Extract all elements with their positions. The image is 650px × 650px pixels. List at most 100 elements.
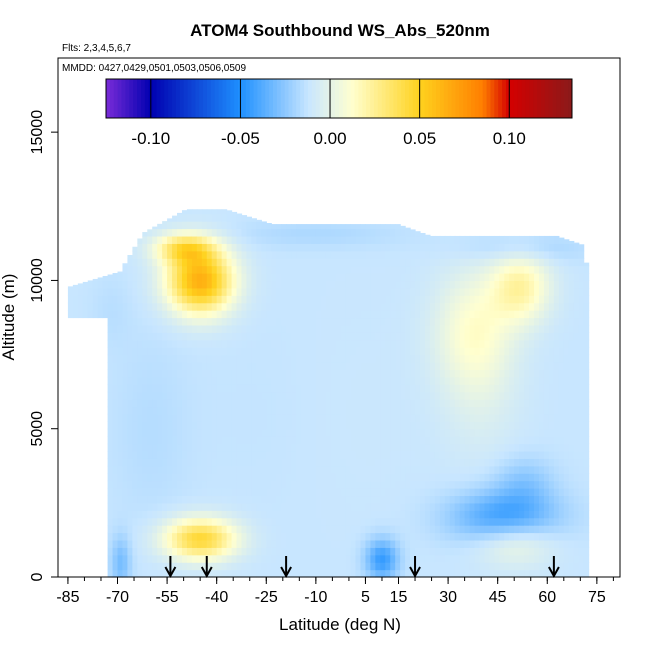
heatmap-cell <box>524 510 530 519</box>
heatmap-cell <box>375 421 381 430</box>
heatmap-cell <box>77 283 84 289</box>
heatmap-cell <box>330 310 337 319</box>
heatmap-cell <box>276 347 282 356</box>
heatmap-cell <box>469 295 476 304</box>
heatmap-cell <box>340 339 347 348</box>
heatmap-cell <box>251 562 257 571</box>
heatmap-cell <box>231 399 238 408</box>
heatmap-cell <box>568 384 575 393</box>
heatmap-cell <box>385 399 391 408</box>
heatmap-cell <box>415 532 421 541</box>
heatmap-cell <box>553 258 560 267</box>
heatmap-cell <box>534 273 540 282</box>
heatmap-cell <box>345 495 352 504</box>
heatmap-cell <box>320 376 327 385</box>
heatmap-cell <box>539 235 545 244</box>
heatmap-cell <box>231 539 238 548</box>
heatmap-cell <box>201 502 208 511</box>
heatmap-cell <box>181 332 188 341</box>
heatmap-cell <box>300 421 307 430</box>
heatmap-cell <box>172 428 178 437</box>
heatmap-cell <box>380 473 386 482</box>
heatmap-cell <box>251 488 257 497</box>
heatmap-cell <box>474 317 481 326</box>
heatmap-cell <box>464 539 471 548</box>
heatmap-cell <box>172 235 178 244</box>
heatmap-cell <box>484 413 491 422</box>
heatmap-cell <box>276 399 282 408</box>
heatmap-cell <box>474 532 481 541</box>
heatmap-cell <box>142 250 148 259</box>
heatmap-cell <box>315 228 322 237</box>
heatmap-cell <box>167 376 173 385</box>
heatmap-cell <box>152 436 158 445</box>
heatmap-cell <box>444 562 451 571</box>
profile-arrow-head <box>164 566 177 579</box>
heatmap-cell <box>419 525 426 534</box>
heatmap-cell <box>524 517 530 526</box>
heatmap-cell <box>529 547 535 556</box>
heatmap-cell <box>196 547 203 556</box>
heatmap-cell <box>479 495 486 504</box>
heatmap-cell <box>345 302 352 311</box>
heatmap-cell <box>573 406 580 415</box>
heatmap-cell <box>583 273 590 282</box>
heatmap-cell <box>494 421 500 430</box>
heatmap-cell <box>291 347 297 356</box>
heatmap-cell <box>444 421 451 430</box>
heatmap-cell <box>231 265 238 274</box>
heatmap-cell <box>216 258 223 267</box>
heatmap-cell <box>137 517 143 526</box>
heatmap-cell <box>563 450 570 459</box>
colorbar-swatch <box>537 79 542 118</box>
heatmap-cell <box>335 473 342 482</box>
heatmap-cell <box>276 224 282 230</box>
heatmap-cell <box>191 421 198 430</box>
heatmap-cell <box>271 287 277 296</box>
heatmap-cell <box>271 421 277 430</box>
heatmap-cell <box>573 361 580 370</box>
heatmap-cell <box>112 569 119 578</box>
heatmap-cell <box>305 280 312 289</box>
heatmap-cell <box>345 465 352 474</box>
heatmap-cell <box>380 235 386 244</box>
heatmap-cell <box>320 502 327 511</box>
heatmap-cell <box>112 287 119 296</box>
heatmap-cell <box>578 436 585 445</box>
heatmap-cell <box>157 361 163 370</box>
heatmap-cell <box>256 243 262 252</box>
heatmap-cell <box>479 250 486 259</box>
heatmap-cell <box>400 525 406 534</box>
heatmap-cell <box>157 450 163 459</box>
heatmap-cell <box>429 554 436 563</box>
heatmap-cell <box>335 295 342 304</box>
heatmap-cell <box>181 450 188 459</box>
heatmap-cell <box>365 488 372 497</box>
heatmap-cell <box>147 488 153 497</box>
heatmap-cell <box>330 235 337 244</box>
heatmap-cell <box>573 532 580 541</box>
heatmap-cell <box>390 406 396 415</box>
heatmap-cell <box>256 436 262 445</box>
heatmap-cell <box>444 569 451 578</box>
heatmap-cell <box>415 339 421 348</box>
heatmap-cell <box>543 310 550 319</box>
heatmap-cell <box>246 473 252 482</box>
heatmap-cell <box>558 488 565 497</box>
heatmap-cell <box>375 406 381 415</box>
heatmap-cell <box>573 384 580 393</box>
heatmap-cell <box>578 554 585 563</box>
heatmap-cell <box>231 517 238 526</box>
heatmap-cell <box>419 280 426 289</box>
heatmap-cell <box>320 280 327 289</box>
heatmap-cell <box>429 443 436 452</box>
heatmap-cell <box>375 376 381 385</box>
heatmap-cell <box>226 517 233 526</box>
heatmap-cell <box>226 458 233 467</box>
heatmap-cell <box>375 317 381 326</box>
heatmap-cell <box>181 517 188 526</box>
heatmap-cell <box>112 510 119 519</box>
heatmap-cell <box>534 554 540 563</box>
heatmap-cell <box>246 525 252 534</box>
heatmap-cell <box>444 361 451 370</box>
